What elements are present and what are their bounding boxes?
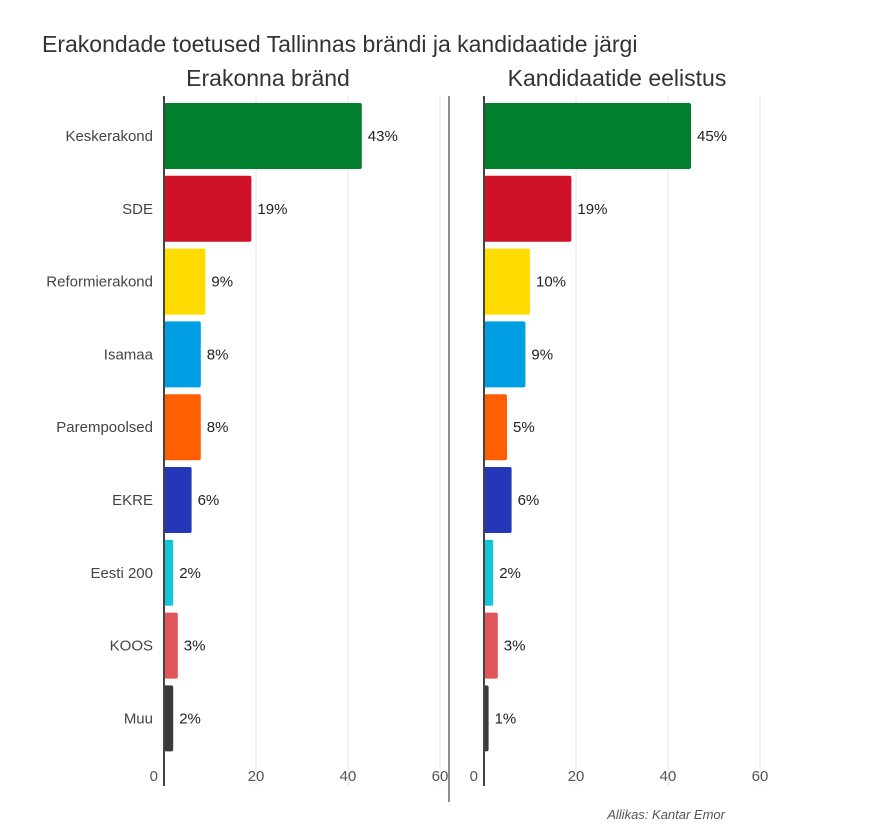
- bar-value-label: 9%: [531, 346, 553, 363]
- bar-value-label: 6%: [198, 492, 220, 509]
- bar-isamaa: [484, 321, 526, 388]
- bar-reformierakond: [164, 248, 206, 315]
- bar-eesti-200: [484, 539, 494, 606]
- category-label: SDE: [122, 201, 153, 218]
- bar-value-label: 8%: [207, 419, 229, 436]
- chart-panels: Erakonna bränd 0 20 40 60 43% 19% 9% 8% 8% 6% 2% 3% 2…: [46, 65, 768, 786]
- x-tick-label: 0: [470, 768, 478, 785]
- category-label: EKRE: [112, 492, 153, 509]
- bar-koos: [484, 612, 498, 679]
- category-label: Eesti 200: [90, 565, 153, 582]
- bar-value-label: 3%: [504, 638, 526, 655]
- panel-2: Kandidaatide eelistus 0 20 40 60 45% 19% 10% 9% 5…: [470, 65, 769, 786]
- bar-muu: [484, 685, 489, 752]
- bar-value-label: 3%: [184, 638, 206, 655]
- category-label: Reformierakond: [46, 274, 153, 291]
- panel-title: Erakonna bränd: [186, 65, 350, 91]
- bar-keskerakond: [164, 103, 362, 169]
- x-tick-label: 60: [432, 768, 449, 785]
- bar-ekre: [484, 467, 512, 533]
- x-tick-label: 40: [660, 768, 677, 785]
- bar-value-label: 2%: [179, 710, 201, 727]
- x-tick-label: 20: [248, 768, 265, 785]
- bar-value-label: 19%: [577, 201, 607, 218]
- bar-value-label: 2%: [179, 565, 201, 582]
- x-tick-label: 0: [150, 768, 158, 785]
- bar-muu: [164, 685, 174, 752]
- bar-value-label: 5%: [513, 419, 535, 436]
- category-labels: Keskerakond SDE Reformierakond Isamaa Paremp…: [46, 128, 153, 727]
- bar-value-label: 9%: [211, 274, 233, 291]
- bar-keskerakond: [484, 103, 691, 169]
- category-label: KOOS: [110, 638, 153, 655]
- panel-1: Erakonna bränd 0 20 40 60 43% 19% 9% 8% 8% 6% 2% 3% 2…: [150, 65, 449, 786]
- source-note: Allikas: Kantar Emor: [606, 807, 725, 822]
- bar-isamaa: [164, 321, 201, 388]
- bar-value-label: 2%: [499, 565, 521, 582]
- bar-parempoolsed: [484, 394, 507, 461]
- x-tick-label: 60: [752, 768, 769, 785]
- category-label: Isamaa: [104, 346, 154, 363]
- bar-value-label: 43%: [368, 128, 398, 145]
- bar-sde: [164, 175, 252, 242]
- bar-ekre: [164, 467, 192, 533]
- bar-parempoolsed: [164, 394, 201, 461]
- category-label: Parempoolsed: [56, 419, 153, 436]
- bar-sde: [484, 175, 572, 242]
- chart-title: Erakondade toetused Tallinnas brändi ja …: [42, 31, 637, 57]
- bar-reformierakond: [484, 248, 530, 315]
- panel-title: Kandidaatide eelistus: [508, 65, 727, 91]
- bar-value-label: 45%: [697, 128, 727, 145]
- x-tick-label: 20: [568, 768, 585, 785]
- category-label: Keskerakond: [65, 128, 153, 145]
- category-label: Muu: [124, 710, 153, 727]
- bar-value-label: 10%: [536, 274, 566, 291]
- bar-eesti-200: [164, 539, 174, 606]
- bar-value-label: 6%: [518, 492, 540, 509]
- x-tick-label: 40: [340, 768, 357, 785]
- bar-koos: [164, 612, 178, 679]
- bar-value-label: 8%: [207, 346, 229, 363]
- bar-value-label: 1%: [495, 710, 517, 727]
- bar-value-label: 19%: [257, 201, 287, 218]
